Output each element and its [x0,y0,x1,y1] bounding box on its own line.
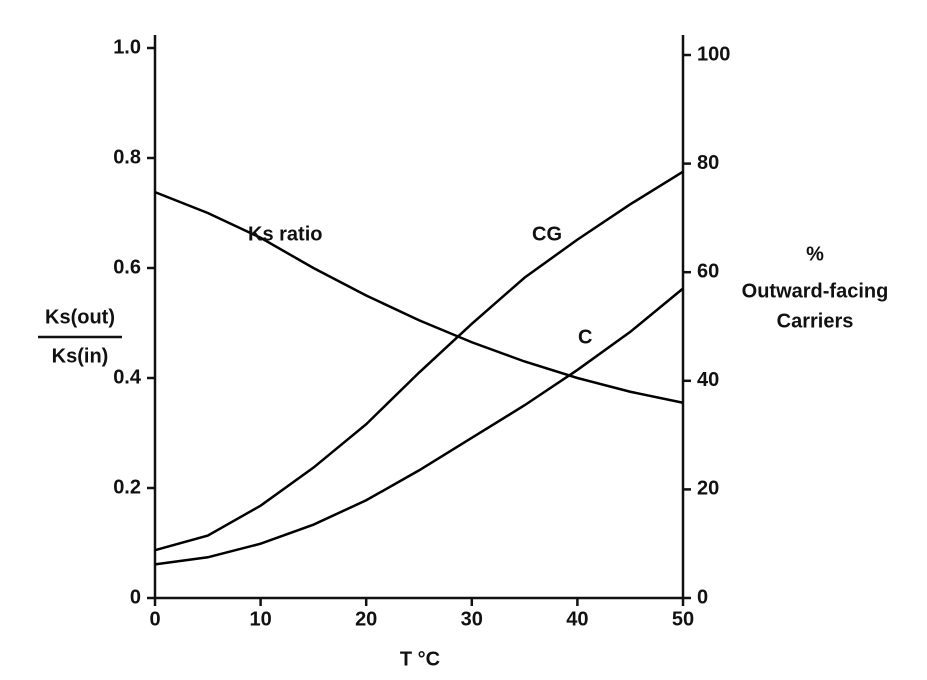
y2-tick-label: 80 [697,152,719,174]
x-tick-label: 10 [249,608,271,630]
y-tick-label: 0 [130,586,141,608]
series-label: CG [532,223,562,245]
series-line [154,190,684,404]
y2-tick-label: 60 [697,260,719,282]
series-line [154,170,684,552]
y-tick-label: 1.0 [113,36,141,58]
y2-tick-label: 20 [697,478,719,500]
series-line [154,287,684,566]
y2-axis-label: Outward-facing [742,280,889,302]
x-tick-label: 0 [149,608,160,630]
x-tick-label: 20 [355,608,377,630]
x-tick-label: 30 [461,608,483,630]
y-tick-label: 0.2 [113,476,141,498]
y2-tick-label: 0 [697,586,708,608]
y2-axis-label: Carriers [777,310,854,332]
y-tick-label: 0.4 [113,366,142,388]
x-tick-label: 40 [566,608,588,630]
series-label: Ks ratio [248,223,322,245]
y-axis-label-denominator: Ks(in) [52,345,109,367]
x-axis-label: T °C [400,648,440,670]
y-tick-label: 0.6 [113,256,141,278]
series-label: C [578,326,592,348]
y2-tick-label: 100 [697,43,730,65]
y-axis-label-numerator: Ks(out) [45,306,115,328]
y2-axis-label: % [806,243,824,265]
y-tick-label: 0.8 [113,146,141,168]
x-tick-label: 50 [672,608,694,630]
y2-tick-label: 40 [697,369,719,391]
